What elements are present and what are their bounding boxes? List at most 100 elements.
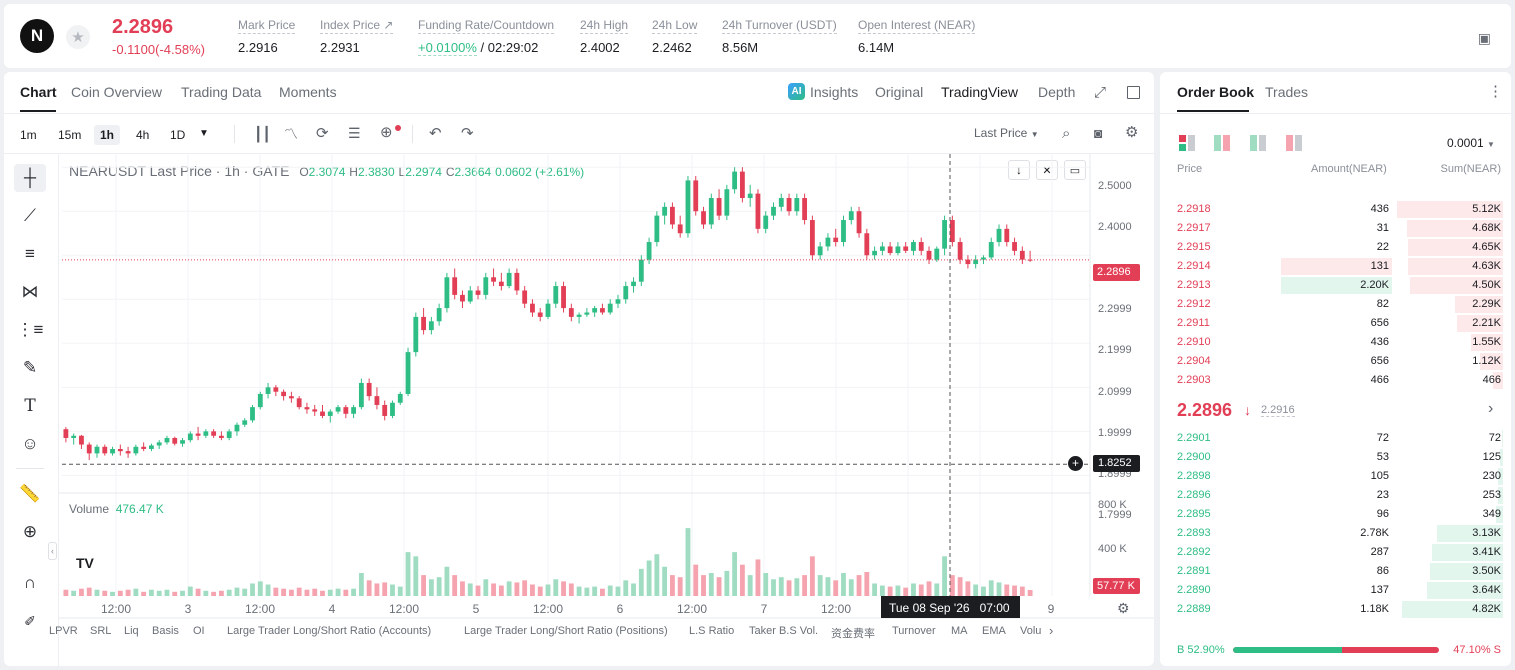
favorite-star-icon[interactable]: ★ (66, 25, 90, 49)
fib-icon[interactable]: ⋮≡ (16, 320, 44, 339)
ask-row[interactable]: 2.2904 656 1.12K (1160, 352, 1511, 371)
tab-depth[interactable]: Depth (1038, 84, 1076, 100)
view-both-icon[interactable] (1179, 135, 1195, 151)
candlestick-chart[interactable] (4, 72, 1154, 666)
zoom-in-icon[interactable]: ⊕ (22, 522, 38, 541)
pattern-icon[interactable]: ⋈ (21, 282, 39, 301)
tab-order-book[interactable]: Order Book (1177, 84, 1255, 100)
timeframe-1h[interactable]: 1h (94, 125, 121, 145)
collapse-toolbar-icon[interactable]: ‹ (48, 542, 57, 560)
ask-row[interactable]: 2.2912 82 2.29K (1160, 295, 1511, 314)
indicator-srl[interactable]: SRL (90, 625, 112, 637)
bid-row[interactable]: 2.2901 72 72 (1160, 429, 1511, 448)
bid-row[interactable]: 2.2891 86 3.50K (1160, 562, 1511, 581)
tab-moments[interactable]: Moments (279, 84, 337, 100)
tab-insights[interactable]: Insights (810, 84, 859, 100)
indicator-ls-accounts[interactable]: Large Trader Long/Short Ratio (Accounts) (227, 625, 432, 637)
view-both-alt-icon[interactable] (1214, 135, 1230, 151)
ask-row[interactable]: 2.2915 22 4.65K (1160, 238, 1511, 257)
collapse-icon[interactable]: ✕ (1036, 160, 1058, 180)
settings-gear-icon[interactable]: ⚙ (1117, 600, 1130, 616)
window-icon[interactable] (1127, 86, 1140, 99)
redo-icon[interactable]: ↷ (461, 125, 474, 142)
magnet-icon[interactable]: ∩ (23, 573, 37, 592)
indicator-ema[interactable]: EMA (982, 625, 1006, 637)
trend-line-icon[interactable]: ⟋ (24, 206, 36, 225)
text-icon[interactable]: T (24, 396, 36, 416)
indicator-ls-ratio[interactable]: L.S Ratio (689, 625, 735, 637)
tab-coin-overview[interactable]: Coin Overview (71, 84, 163, 100)
indicator-taker-vol[interactable]: Taker B.S Vol. (749, 625, 819, 637)
emoji-icon[interactable]: ☺ (21, 434, 39, 453)
indicator-ls-positions[interactable]: Large Trader Long/Short Ratio (Positions… (464, 625, 668, 637)
stat-label[interactable]: 24h Turnover (USDT) (722, 18, 837, 34)
gear-icon[interactable]: ⚙ (1125, 124, 1139, 141)
camera-icon[interactable]: ◙ (1094, 125, 1103, 141)
candle-type-icon[interactable]: ┃┃ (254, 126, 271, 142)
bid-row[interactable]: 2.2892 287 3.41K (1160, 543, 1511, 562)
timeframe-1d[interactable]: 1D (170, 128, 186, 142)
undo-icon[interactable]: ↶ (429, 125, 442, 142)
stat-label[interactable]: Funding Rate/Countdown (418, 18, 555, 34)
bid-row[interactable]: 2.2895 96 349 (1160, 505, 1511, 524)
tab-trades[interactable]: Trades (1265, 84, 1309, 100)
bid-row[interactable]: 2.2890 137 3.64K (1160, 581, 1511, 600)
stat-label[interactable]: Index Price ↗ (320, 18, 394, 34)
ask-row[interactable]: 2.2918 436 5.12K (1160, 200, 1511, 219)
brush-icon[interactable]: ✎ (22, 358, 38, 377)
indicator-funding-rate[interactable]: 资金费率 (831, 628, 875, 640)
ask-row[interactable]: 2.2914 131 4.63K (1160, 257, 1511, 276)
precision-select[interactable]: 0.0001 ▼ (1447, 136, 1495, 150)
tab-trading-data[interactable]: Trading Data (181, 84, 262, 100)
timeframe-dropdown-icon[interactable]: ▼ (199, 128, 209, 139)
chevron-right-icon[interactable]: › (1488, 400, 1494, 417)
timeframe-1m[interactable]: 1m (20, 128, 37, 142)
stat-label[interactable]: Mark Price (238, 18, 296, 34)
search-icon[interactable]: ⌕ (1062, 125, 1071, 142)
crosshair-icon[interactable]: ┼ (14, 164, 46, 192)
template-icon[interactable]: ☰ (348, 125, 361, 141)
ask-row[interactable]: 2.2910 436 1.55K (1160, 333, 1511, 352)
indicator-lpvr[interactable]: LPVR (49, 625, 78, 637)
ask-row[interactable]: 2.2913 2.20K 4.50K (1160, 276, 1511, 295)
tab-chart[interactable]: Chart (20, 84, 57, 100)
bid-row[interactable]: 2.2889 1.18K 4.82K (1160, 600, 1511, 619)
indicator-liq[interactable]: Liq (124, 625, 139, 637)
view-bids-icon[interactable] (1250, 135, 1266, 151)
replay-icon[interactable]: ⟳ (316, 125, 329, 142)
more-icon[interactable]: ⋮ (1488, 83, 1503, 100)
timeframe-15m[interactable]: 15m (58, 128, 82, 142)
indicators-icon[interactable]: 〽 (284, 126, 298, 142)
indicator-turnover[interactable]: Turnover (892, 625, 936, 637)
maximize-pane-icon[interactable]: ▭ (1064, 160, 1086, 180)
scroll-down-icon[interactable]: ↓ (1008, 160, 1030, 180)
indicator-oi[interactable]: OI (193, 625, 205, 637)
bid-row[interactable]: 2.2893 2.78K 3.13K (1160, 524, 1511, 543)
tab-tradingview[interactable]: TradingView (941, 84, 1019, 100)
ask-row[interactable]: 2.2911 656 2.21K (1160, 314, 1511, 333)
ruler-icon[interactable]: 📏 (19, 484, 41, 503)
horizontal-lines-icon[interactable]: ≡ (25, 244, 35, 263)
bid-row[interactable]: 2.2898 105 230 (1160, 467, 1511, 486)
tab-original[interactable]: Original (875, 84, 924, 100)
indicator-basis[interactable]: Basis (152, 625, 179, 637)
timeframe-4h[interactable]: 4h (136, 128, 150, 142)
chevron-right-icon[interactable]: › (1049, 623, 1054, 638)
candle-body (358, 382, 364, 408)
price-source-select[interactable]: Last Price ▼ (974, 126, 1039, 140)
mid-mark-price[interactable]: 2.2916 (1261, 404, 1295, 417)
bid-row[interactable]: 2.2896 23 253 (1160, 486, 1511, 505)
indicator-ma[interactable]: MA (951, 625, 968, 637)
bid-row[interactable]: 2.2900 53 125 (1160, 448, 1511, 467)
book-icon[interactable]: ▣ (1477, 30, 1491, 46)
funding-rate-value[interactable]: +0.0100% (418, 40, 477, 56)
indicator-volume[interactable]: Volu (1020, 625, 1042, 637)
view-asks-icon[interactable] (1286, 135, 1302, 151)
expand-icon[interactable]: ⤢ (1094, 84, 1107, 101)
pencil-lock-icon[interactable]: ✐ (24, 612, 36, 629)
stat-label[interactable]: Open Interest (NEAR) (858, 18, 976, 34)
ask-row[interactable]: 2.2917 31 4.68K (1160, 219, 1511, 238)
add-indicator-icon[interactable]: ⊕ (380, 124, 393, 141)
ask-row[interactable]: 2.2903 466 466 (1160, 371, 1511, 390)
add-alert-icon[interactable]: + (1068, 456, 1083, 471)
